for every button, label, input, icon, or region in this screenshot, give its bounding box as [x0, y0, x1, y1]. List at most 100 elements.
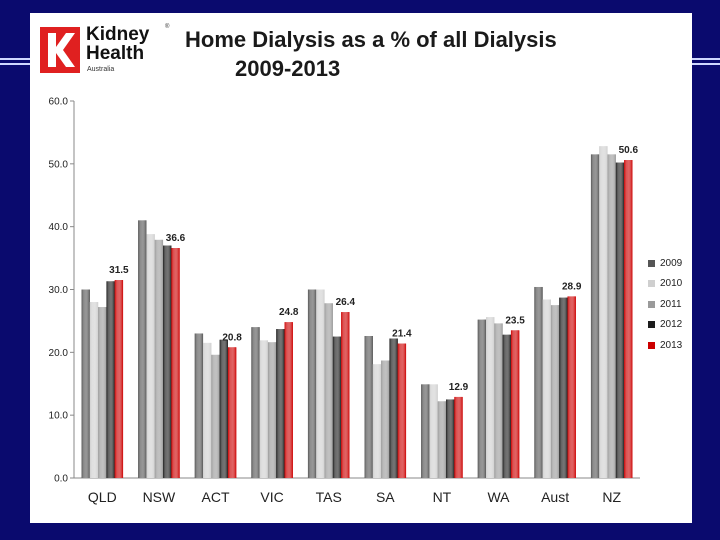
x-tick-label-aust: Aust — [541, 489, 569, 505]
legend-swatch — [648, 280, 655, 288]
bar-shade-2012-qld — [106, 281, 115, 478]
bar-shade-2013-qld — [114, 280, 124, 478]
data-label-vic: 24.8 — [279, 307, 299, 318]
decor-line-left-bottom — [0, 63, 30, 65]
bar-shade-2009-vic — [251, 327, 260, 478]
decor-line-right-top — [692, 58, 720, 60]
bar-shade-2009-act — [194, 333, 204, 478]
data-label-sa: 21.4 — [392, 329, 412, 340]
bar-shade-2013-sa — [397, 343, 407, 478]
bar-shade-2010-nsw — [146, 234, 155, 478]
bar-shade-2013-act — [227, 347, 237, 478]
y-tick-label: 50.0 — [49, 159, 69, 170]
bar-shade-2013-vic — [284, 322, 293, 478]
bar-shade-2013-aust — [567, 296, 576, 478]
legend-item-2010: 2010 — [648, 274, 682, 295]
bar-shade-2011-qld — [98, 307, 107, 478]
data-label-aust: 28.9 — [562, 281, 582, 292]
bar-shade-2010-qld — [89, 302, 99, 478]
legend-label: 2012 — [660, 319, 683, 331]
bar-shade-2013-nz — [624, 160, 633, 478]
legend-label: 2009 — [660, 257, 683, 269]
bar-shade-2009-nz — [590, 154, 600, 479]
x-tick-label-wa: WA — [487, 489, 510, 505]
logo-line1: Kidney — [86, 24, 150, 45]
bar-shade-2010-nz — [599, 146, 608, 479]
bar-shade-2010-nt — [429, 384, 438, 478]
data-label-wa: 23.5 — [505, 315, 525, 326]
bar-shade-2013-nsw — [171, 248, 180, 478]
bar-shade-2011-nt — [437, 401, 447, 478]
y-tick-label: 10.0 — [49, 411, 69, 422]
legend-item-2011: 2011 — [648, 294, 682, 315]
bar-shade-2012-nt — [446, 399, 455, 478]
bar-shade-2009-sa — [364, 335, 373, 478]
bar-shade-2012-aust — [559, 297, 568, 478]
legend-label: 2011 — [660, 298, 682, 310]
bar-shade-2012-sa — [389, 338, 398, 478]
x-tick-label-nsw: NSW — [143, 489, 176, 505]
bar-shade-2009-nt — [421, 384, 430, 478]
x-tick-label-qld: QLD — [88, 489, 117, 505]
bar-shade-2012-act — [219, 339, 228, 478]
data-label-nsw: 36.6 — [166, 233, 186, 244]
y-tick-label: 20.0 — [49, 348, 69, 359]
y-tick-label: 30.0 — [49, 285, 69, 296]
bar-shade-2009-tas — [307, 289, 317, 478]
bar-shade-2012-nz — [615, 162, 625, 478]
decor-line-left-top — [0, 58, 30, 60]
x-tick-label-act: ACT — [202, 489, 230, 505]
legend-item-2013: 2013 — [648, 335, 682, 356]
bar-shade-2009-wa — [477, 319, 487, 478]
x-tick-label-sa: SA — [376, 489, 395, 505]
kidney-logo-icon — [40, 27, 80, 73]
bar-shade-2010-aust — [542, 299, 551, 478]
x-tick-label-tas: TAS — [316, 489, 342, 505]
bar-shade-2011-tas — [324, 303, 333, 478]
x-tick-label-nz: NZ — [602, 489, 621, 505]
x-tick-label-nt: NT — [433, 489, 452, 505]
y-tick-label: 0.0 — [54, 474, 68, 485]
chart-title: Home Dialysis as a % of all Dialysis — [185, 27, 557, 52]
logo-subtitle: Australia — [87, 66, 115, 73]
bar-shade-2009-nsw — [138, 220, 147, 478]
y-tick-label: 60.0 — [49, 97, 69, 108]
bar-shade-2009-aust — [534, 286, 543, 478]
legend-swatch — [648, 300, 655, 308]
bar-shade-2011-wa — [494, 323, 503, 478]
chart: 0.0 10.0 20.0 30.0 40.0 50.0 60.0 31.5 QLD 36.6 NS… — [49, 97, 640, 505]
legend-item-2012: 2012 — [648, 315, 682, 336]
legend-label: 2013 — [660, 339, 683, 351]
kidney-health-logo: Kidney Health ® Australia — [40, 23, 180, 83]
legend-swatch — [648, 321, 655, 329]
bar-shade-2011-aust — [550, 305, 560, 478]
bar-shade-2011-sa — [381, 360, 390, 478]
decor-line-right-bottom — [692, 63, 720, 65]
logo-registered: ® — [165, 24, 170, 30]
data-label-nt: 12.9 — [449, 382, 469, 393]
chart-legend: 2009 2010 2011 2012 2013 — [648, 253, 682, 356]
data-label-act: 20.8 — [222, 332, 242, 343]
chart-subtitle: 2009-2013 — [235, 56, 341, 81]
legend-label: 2010 — [660, 278, 683, 290]
legend-swatch — [648, 259, 655, 267]
slide: 0.0 10.0 20.0 30.0 40.0 50.0 60.0 31.5 QLD 36.6 NS… — [30, 13, 692, 523]
bar-shade-2010-wa — [486, 317, 495, 478]
bar-shade-2011-nsw — [154, 239, 164, 478]
y-tick-label: 40.0 — [49, 222, 69, 233]
bar-shade-2011-nz — [607, 154, 616, 479]
bar-shade-2012-nsw — [163, 245, 172, 478]
bar-shade-2012-tas — [332, 336, 342, 478]
bar-shade-2013-wa — [510, 330, 520, 478]
data-label-nz: 50.6 — [619, 145, 639, 156]
x-tick-label-vic: VIC — [260, 489, 283, 505]
legend-swatch — [648, 341, 655, 349]
data-label-tas: 26.4 — [336, 297, 356, 308]
data-label-qld: 31.5 — [109, 265, 129, 276]
logo-line2: Health — [86, 43, 145, 64]
bar-shade-2012-vic — [276, 329, 285, 478]
bar-shade-2009-qld — [81, 289, 90, 478]
bar-shade-2011-vic — [267, 342, 277, 478]
bar-shade-2010-sa — [372, 364, 382, 478]
logo-wordmark: Kidney Health — [86, 25, 149, 63]
